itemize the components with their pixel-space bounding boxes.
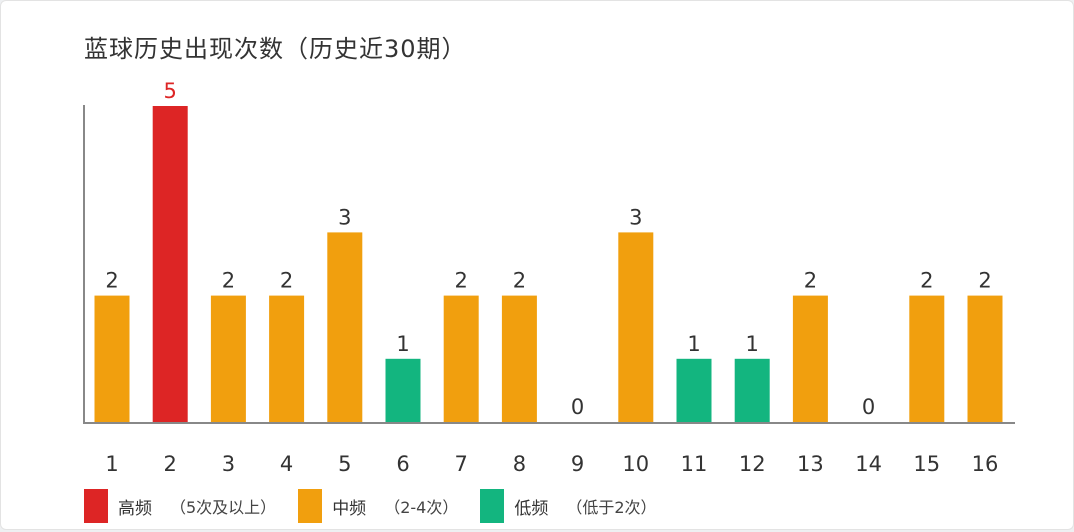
bar-4 (269, 295, 305, 422)
data-label-13: 2 (804, 269, 817, 293)
bar-6 (385, 358, 421, 422)
x-tick-label-8: 8 (513, 452, 526, 476)
data-label-5: 3 (338, 205, 351, 229)
chart-legend: 高频 （5次及以上） 中频 （2-4次） 低频 （低于2次） (84, 489, 679, 523)
legend-swatch-low (480, 489, 505, 523)
bar-7 (443, 295, 479, 422)
bar-13 (792, 295, 828, 422)
x-tick-label-13: 13 (797, 452, 824, 476)
legend-label-low: 低频 (514, 498, 549, 519)
x-tick-label-4: 4 (280, 452, 293, 476)
bar-12 (734, 358, 770, 422)
x-tick-label-9: 9 (571, 452, 584, 476)
data-label-2: 5 (164, 79, 177, 103)
x-tick-label-14: 14 (855, 452, 882, 476)
data-label-8: 2 (513, 269, 526, 293)
legend-range-high: （5次及以上） (170, 498, 277, 517)
legend-item-low: 低频 （低于2次） (480, 489, 657, 523)
bar-2 (152, 106, 188, 422)
x-tick-label-10: 10 (622, 452, 649, 476)
bar-10 (618, 232, 654, 422)
bar-11 (676, 358, 712, 422)
data-label-15: 2 (920, 269, 933, 293)
legend-swatch-high (84, 489, 108, 523)
data-label-6: 1 (396, 332, 409, 356)
x-tick-label-11: 11 (681, 452, 708, 476)
data-label-14: 0 (862, 395, 875, 419)
x-tick-label-3: 3 (222, 452, 235, 476)
bar-15 (909, 295, 945, 422)
legend-swatch-mid (298, 489, 323, 523)
legend-label-mid: 中频 (332, 498, 367, 519)
data-label-7: 2 (455, 269, 468, 293)
x-tick-label-6: 6 (396, 452, 409, 476)
legend-item-mid: 中频 （2-4次） (298, 489, 458, 523)
legend-range-low: （低于2次） (566, 498, 657, 517)
data-label-4: 2 (280, 269, 293, 293)
data-label-12: 1 (746, 332, 759, 356)
data-label-3: 2 (222, 269, 235, 293)
x-tick-label-12: 12 (739, 452, 766, 476)
data-label-1: 2 (105, 269, 118, 293)
bar-1 (94, 295, 130, 422)
legend-range-mid: （2-4次） (384, 498, 459, 517)
x-tick-label-15: 15 (913, 452, 940, 476)
bar-5 (327, 232, 363, 422)
legend-label-high: 高频 (118, 498, 152, 519)
legend-item-high: 高频 （5次及以上） (84, 489, 276, 523)
bar-16 (967, 295, 1003, 422)
bar-3 (210, 295, 246, 422)
chart-title: 蓝球历史出现次数（历史近30期） (84, 35, 467, 63)
x-tick-label-7: 7 (455, 452, 468, 476)
x-tick-label-1: 1 (105, 452, 118, 476)
data-label-16: 2 (978, 269, 991, 293)
x-tick-label-5: 5 (338, 452, 351, 476)
x-tick-label-16: 16 (972, 452, 999, 476)
data-label-10: 3 (629, 205, 642, 229)
bar-8 (501, 295, 537, 422)
data-label-11: 1 (687, 332, 700, 356)
x-tick-label-2: 2 (164, 452, 177, 476)
data-label-9: 0 (571, 395, 584, 419)
